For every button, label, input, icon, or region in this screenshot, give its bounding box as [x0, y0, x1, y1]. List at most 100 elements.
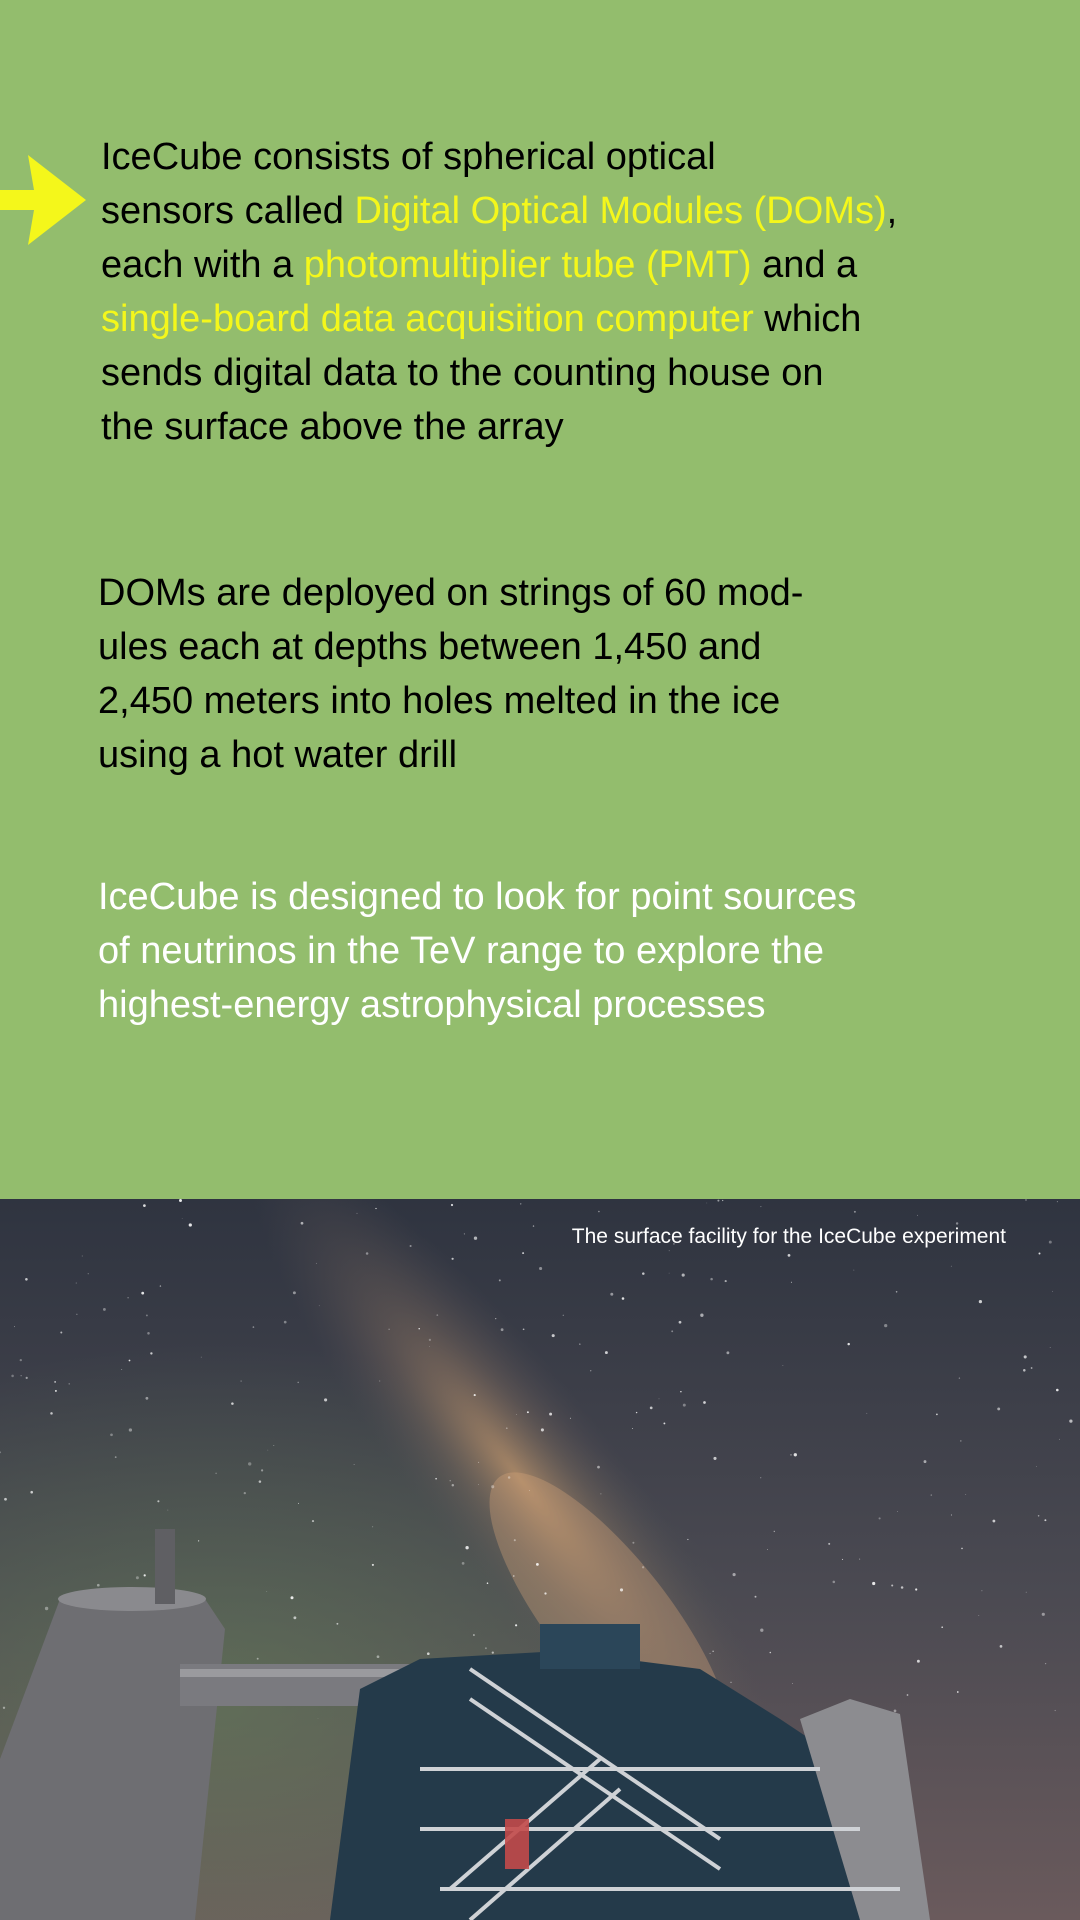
star: [157, 1500, 160, 1503]
star: [1030, 1367, 1033, 1369]
star: [884, 1323, 888, 1328]
star: [658, 1398, 660, 1400]
star: [790, 1454, 792, 1456]
star: [50, 1412, 53, 1415]
star: [604, 1351, 608, 1355]
star: [520, 1203, 522, 1205]
star: [283, 1320, 287, 1324]
star: [150, 1352, 153, 1355]
paragraph-purpose: IceCube is designed to look for point so…: [98, 870, 998, 1032]
star: [297, 1381, 299, 1384]
star: [709, 1652, 711, 1655]
star: [143, 1574, 146, 1577]
star: [526, 1411, 529, 1414]
star: [240, 1380, 242, 1382]
star: [102, 1307, 106, 1311]
star: [298, 1502, 299, 1504]
arrow-right-icon: [0, 155, 86, 245]
star: [1025, 1591, 1027, 1593]
star: [365, 1252, 369, 1255]
star: [4, 1497, 7, 1501]
star: [1049, 1347, 1051, 1348]
star: [200, 1356, 202, 1358]
star: [941, 1626, 944, 1629]
star: [916, 1659, 920, 1663]
star: [478, 1461, 480, 1463]
star: [635, 1411, 638, 1414]
star: [11, 1374, 14, 1378]
star: [258, 1480, 262, 1483]
star: [76, 1313, 78, 1315]
star: [231, 1402, 234, 1405]
star: [491, 1651, 494, 1654]
p1-line: sensors called: [101, 190, 355, 232]
star: [243, 1491, 246, 1495]
star: [256, 1657, 259, 1660]
star: [495, 1317, 497, 1320]
star: [371, 1563, 374, 1566]
text-panel: IceCube consists of spherical optical se…: [0, 130, 1001, 1032]
star: [1048, 1240, 1052, 1244]
star: [767, 1549, 768, 1550]
star: [197, 1540, 200, 1542]
star: [923, 1460, 927, 1464]
star: [379, 1380, 381, 1382]
star: [428, 1338, 432, 1342]
star: [682, 1403, 686, 1407]
star: [261, 1469, 264, 1472]
star: [859, 1558, 861, 1560]
star: [110, 1433, 113, 1437]
paragraph-dom-description: IceCube consists of spherical optical se…: [101, 130, 1001, 454]
star: [891, 1584, 894, 1587]
star: [632, 1427, 634, 1429]
star: [712, 1650, 714, 1652]
star: [722, 1199, 724, 1202]
star: [491, 1485, 495, 1489]
star: [893, 1709, 897, 1713]
star: [54, 1389, 57, 1392]
p3-line: highest-energy astrophysical processes: [98, 984, 766, 1026]
star: [706, 1202, 708, 1204]
star: [429, 1346, 430, 1347]
photo-caption: The surface facility for the IceCube exp…: [571, 1225, 1006, 1248]
star: [145, 1314, 148, 1317]
star: [25, 1278, 28, 1281]
star: [388, 1328, 390, 1330]
p3-line: of neutrinos in the TeV range to explore…: [98, 930, 825, 972]
star: [866, 1412, 868, 1414]
p2-line: 2,450 meters into holes melted in the ic…: [98, 680, 781, 722]
p2-line: using a hot water drill: [98, 734, 458, 776]
star: [127, 1297, 129, 1299]
star: [376, 1655, 380, 1659]
star: [324, 1398, 328, 1402]
star: [619, 1588, 624, 1592]
star: [19, 1358, 22, 1362]
star: [451, 1257, 454, 1260]
star: [981, 1590, 983, 1592]
star: [955, 1222, 959, 1225]
star: [999, 1645, 1003, 1648]
star: [956, 1691, 959, 1693]
star: [87, 1273, 89, 1275]
star: [915, 1588, 918, 1591]
star: [632, 1541, 635, 1544]
star: [680, 1390, 682, 1393]
star: [486, 1582, 489, 1584]
star: [30, 1490, 33, 1494]
star: [1037, 1515, 1040, 1517]
p2-line: DOMs are deployed on strings of 60 mod-: [98, 572, 804, 614]
star: [847, 1342, 850, 1346]
star: [450, 1203, 454, 1207]
star: [68, 1383, 70, 1385]
star: [790, 1281, 792, 1283]
star: [356, 1212, 358, 1214]
star: [536, 1563, 539, 1566]
star: [143, 1204, 146, 1207]
star: [730, 1681, 732, 1683]
star: [906, 1694, 909, 1696]
p1-line: ,: [886, 190, 898, 232]
star: [529, 1490, 531, 1492]
p2-line: ules each at depths between 1,450 and: [98, 626, 762, 668]
left-tower: [0, 1599, 225, 1920]
star: [841, 1558, 844, 1560]
